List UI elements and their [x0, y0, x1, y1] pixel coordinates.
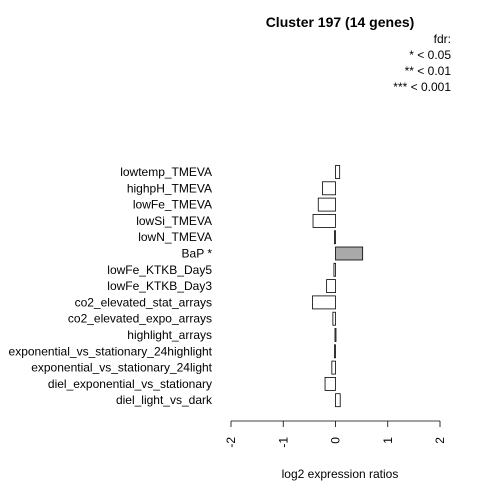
category-labels: lowtemp_TMEVA highpH_TMEVA lowFe_TMEVA lowS…	[9, 165, 213, 407]
bar-lowsi-tmeva	[312, 213, 336, 228]
bar-exponential-vs-stationary-24light	[331, 360, 336, 375]
bar-co2-elevated-stat-arrays	[312, 295, 336, 310]
legend-entry: *** < 0.001	[393, 80, 451, 94]
category-label: co2_elevated_expo_arrays	[68, 312, 212, 326]
bar-highph-tmeva	[322, 181, 336, 196]
bar-diel-light-vs-dark	[335, 393, 341, 408]
x-axis: -2 -1 0 1 2	[224, 420, 447, 448]
category-label: lowN_TMEVA	[138, 230, 212, 244]
x-tick-label: 2	[433, 437, 447, 444]
bars-group	[312, 165, 364, 408]
x-axis-label: log2 expression ratios	[282, 467, 399, 481]
legend-entry: * < 0.05	[409, 48, 451, 62]
bar-bap	[335, 246, 364, 261]
category-label: exponential_vs_stationary_24light	[31, 361, 212, 375]
category-label: highlight_arrays	[127, 328, 212, 342]
x-tick-label: 1	[381, 437, 395, 444]
category-label: diel_light_vs_dark	[116, 393, 213, 407]
x-tick-label: -1	[276, 437, 290, 448]
bar-co2-elevated-expo-arrays	[332, 311, 336, 326]
bar-highlight-arrays	[334, 328, 337, 342]
bar-lown-tmeva	[334, 230, 336, 245]
bar-lowfe-tmeva	[317, 197, 336, 212]
category-label: co2_elevated_stat_arrays	[75, 295, 212, 309]
category-label: exponential_vs_stationary_24highlight	[9, 344, 213, 358]
category-label: lowtemp_TMEVA	[120, 165, 212, 179]
legend: fdr: * < 0.05 ** < 0.01 *** < 0.001	[393, 32, 451, 94]
category-label: lowSi_TMEVA	[136, 214, 212, 228]
legend-entry: ** < 0.01	[405, 64, 452, 78]
bar-lowtemp-tmeva	[335, 165, 341, 179]
legend-title: fdr:	[434, 32, 451, 46]
bar-exponential-vs-stationary-24highlight	[334, 344, 336, 359]
category-label: BaP *	[182, 247, 213, 261]
x-tick-label: -2	[224, 437, 238, 448]
chart-title: Cluster 197 (14 genes)	[266, 14, 415, 30]
category-label: diel_exponential_vs_stationary	[48, 377, 212, 391]
x-tick-label: 0	[329, 437, 343, 444]
bar-lowfe-ktkb-day5	[333, 262, 336, 277]
bar-diel-exponential-vs-stationary	[324, 376, 336, 391]
category-label: highpH_TMEVA	[127, 181, 212, 195]
category-label: lowFe_KTKB_Day5	[107, 263, 212, 277]
category-label: lowFe_TMEVA	[133, 198, 212, 212]
category-label: lowFe_KTKB_Day3	[107, 279, 212, 293]
bar-lowfe-ktkb-day3	[326, 279, 336, 294]
